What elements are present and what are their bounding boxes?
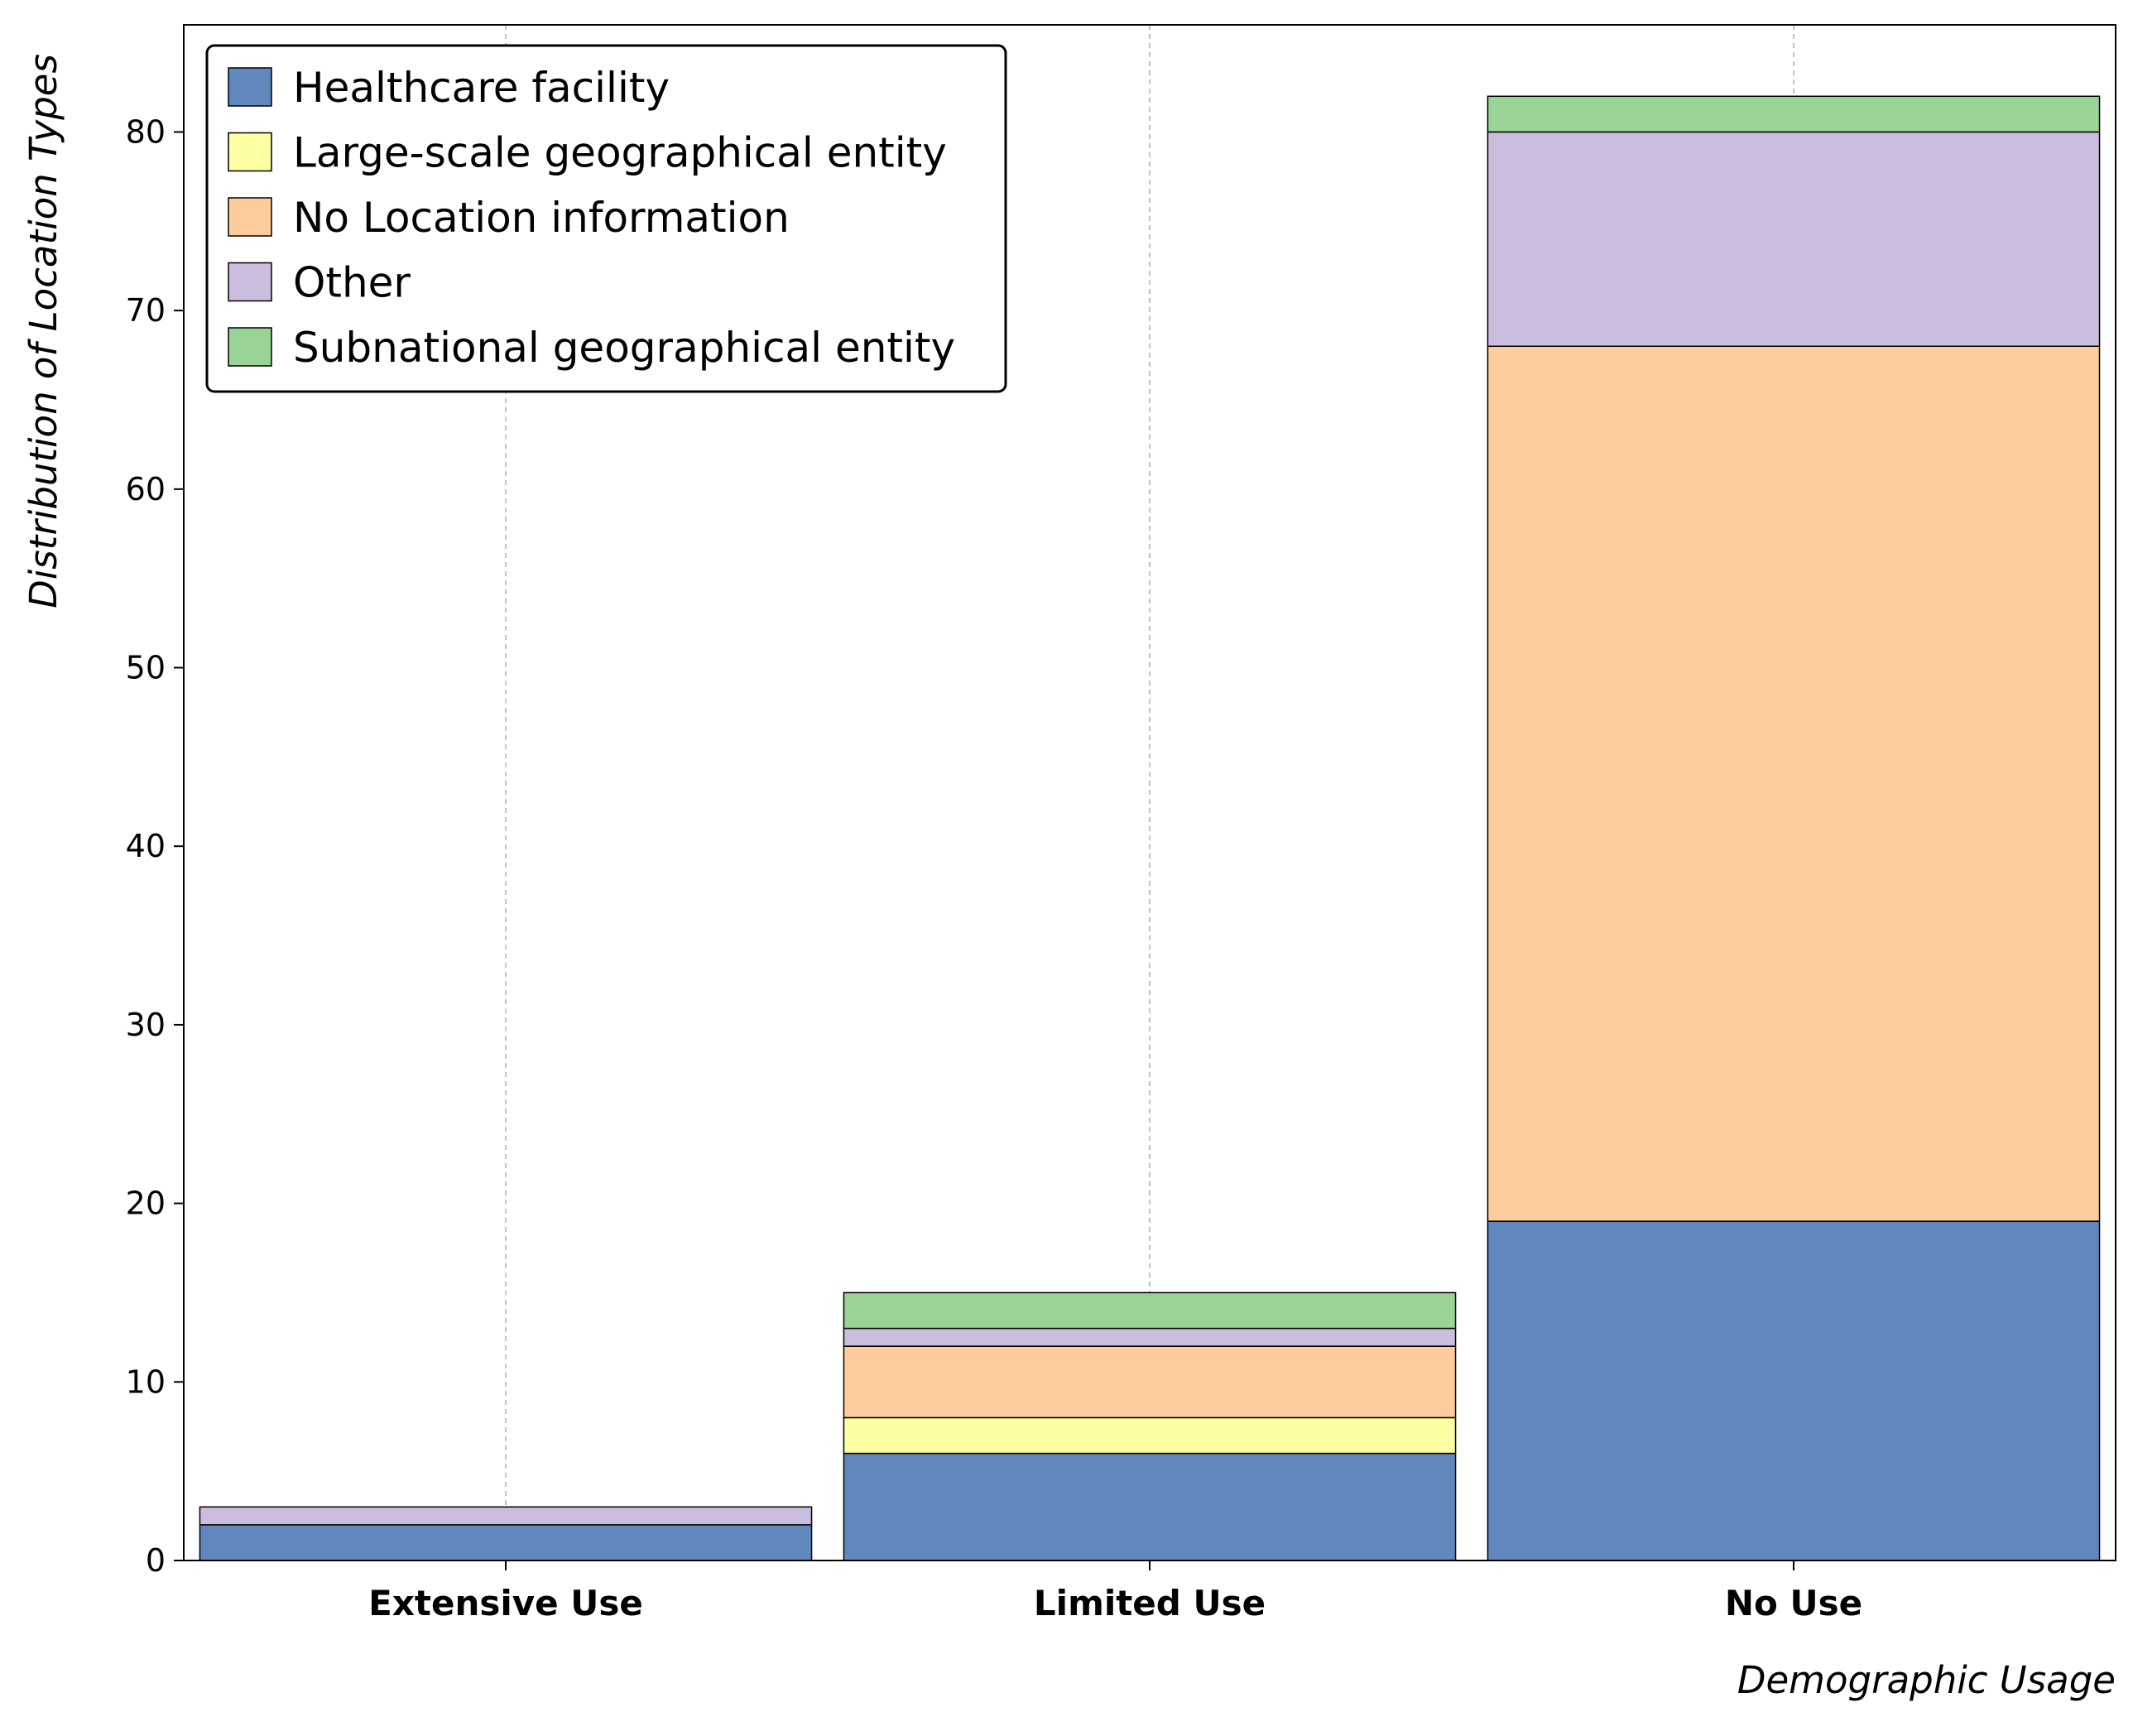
bar-segment bbox=[199, 1524, 813, 1561]
bar-segment bbox=[843, 1452, 1457, 1561]
x-tick-label: Limited Use bbox=[1034, 1583, 1266, 1623]
bar-segment bbox=[843, 1416, 1457, 1455]
bar-segment bbox=[843, 1327, 1457, 1347]
legend-swatch bbox=[228, 197, 272, 237]
y-tick-label: 40 bbox=[126, 828, 166, 864]
legend-label: No Location information bbox=[293, 194, 790, 242]
bar-segment bbox=[843, 1345, 1457, 1419]
bar-segment bbox=[843, 1291, 1457, 1330]
bar-segment bbox=[1487, 95, 2101, 133]
y-axis-title: Distribution of Location Types bbox=[22, 54, 65, 608]
legend: Healthcare facility Large-scale geographi… bbox=[205, 44, 1007, 393]
x-axis-ticks: Extensive Use Limited Use No Use bbox=[368, 1560, 1862, 1623]
legend-label: Other bbox=[293, 259, 411, 307]
y-tick-label: 80 bbox=[126, 113, 166, 150]
y-tick-label: 70 bbox=[126, 292, 166, 329]
y-tick-label: 60 bbox=[126, 471, 166, 507]
legend-swatch bbox=[228, 327, 272, 367]
bar-segment bbox=[1487, 131, 2101, 348]
y-tick-label: 10 bbox=[126, 1363, 166, 1400]
legend-label: Subnational geographical entity bbox=[293, 324, 955, 372]
legend-swatch bbox=[228, 262, 272, 302]
legend-swatch bbox=[228, 132, 272, 172]
x-tick-label: No Use bbox=[1725, 1583, 1862, 1623]
x-axis-title: Demographic Usage bbox=[1737, 1658, 2116, 1702]
bar-segment bbox=[199, 1506, 813, 1526]
y-tick-label: 20 bbox=[126, 1185, 166, 1222]
y-tick-label: 0 bbox=[146, 1542, 166, 1579]
x-tick-label: Extensive Use bbox=[368, 1583, 643, 1623]
legend-label: Large-scale geographical entity bbox=[293, 129, 947, 177]
y-tick-label: 50 bbox=[126, 650, 166, 686]
bars bbox=[199, 95, 2101, 1561]
legend-label: Healthcare facility bbox=[293, 64, 670, 112]
legend-box bbox=[205, 44, 1007, 393]
bar-segment bbox=[1487, 1220, 2101, 1561]
legend-swatch bbox=[228, 67, 272, 107]
y-axis-ticks: 0 10 20 30 40 50 60 70 80 bbox=[126, 113, 184, 1579]
y-tick-label: 30 bbox=[126, 1007, 166, 1043]
bar-segment bbox=[1487, 345, 2101, 1222]
